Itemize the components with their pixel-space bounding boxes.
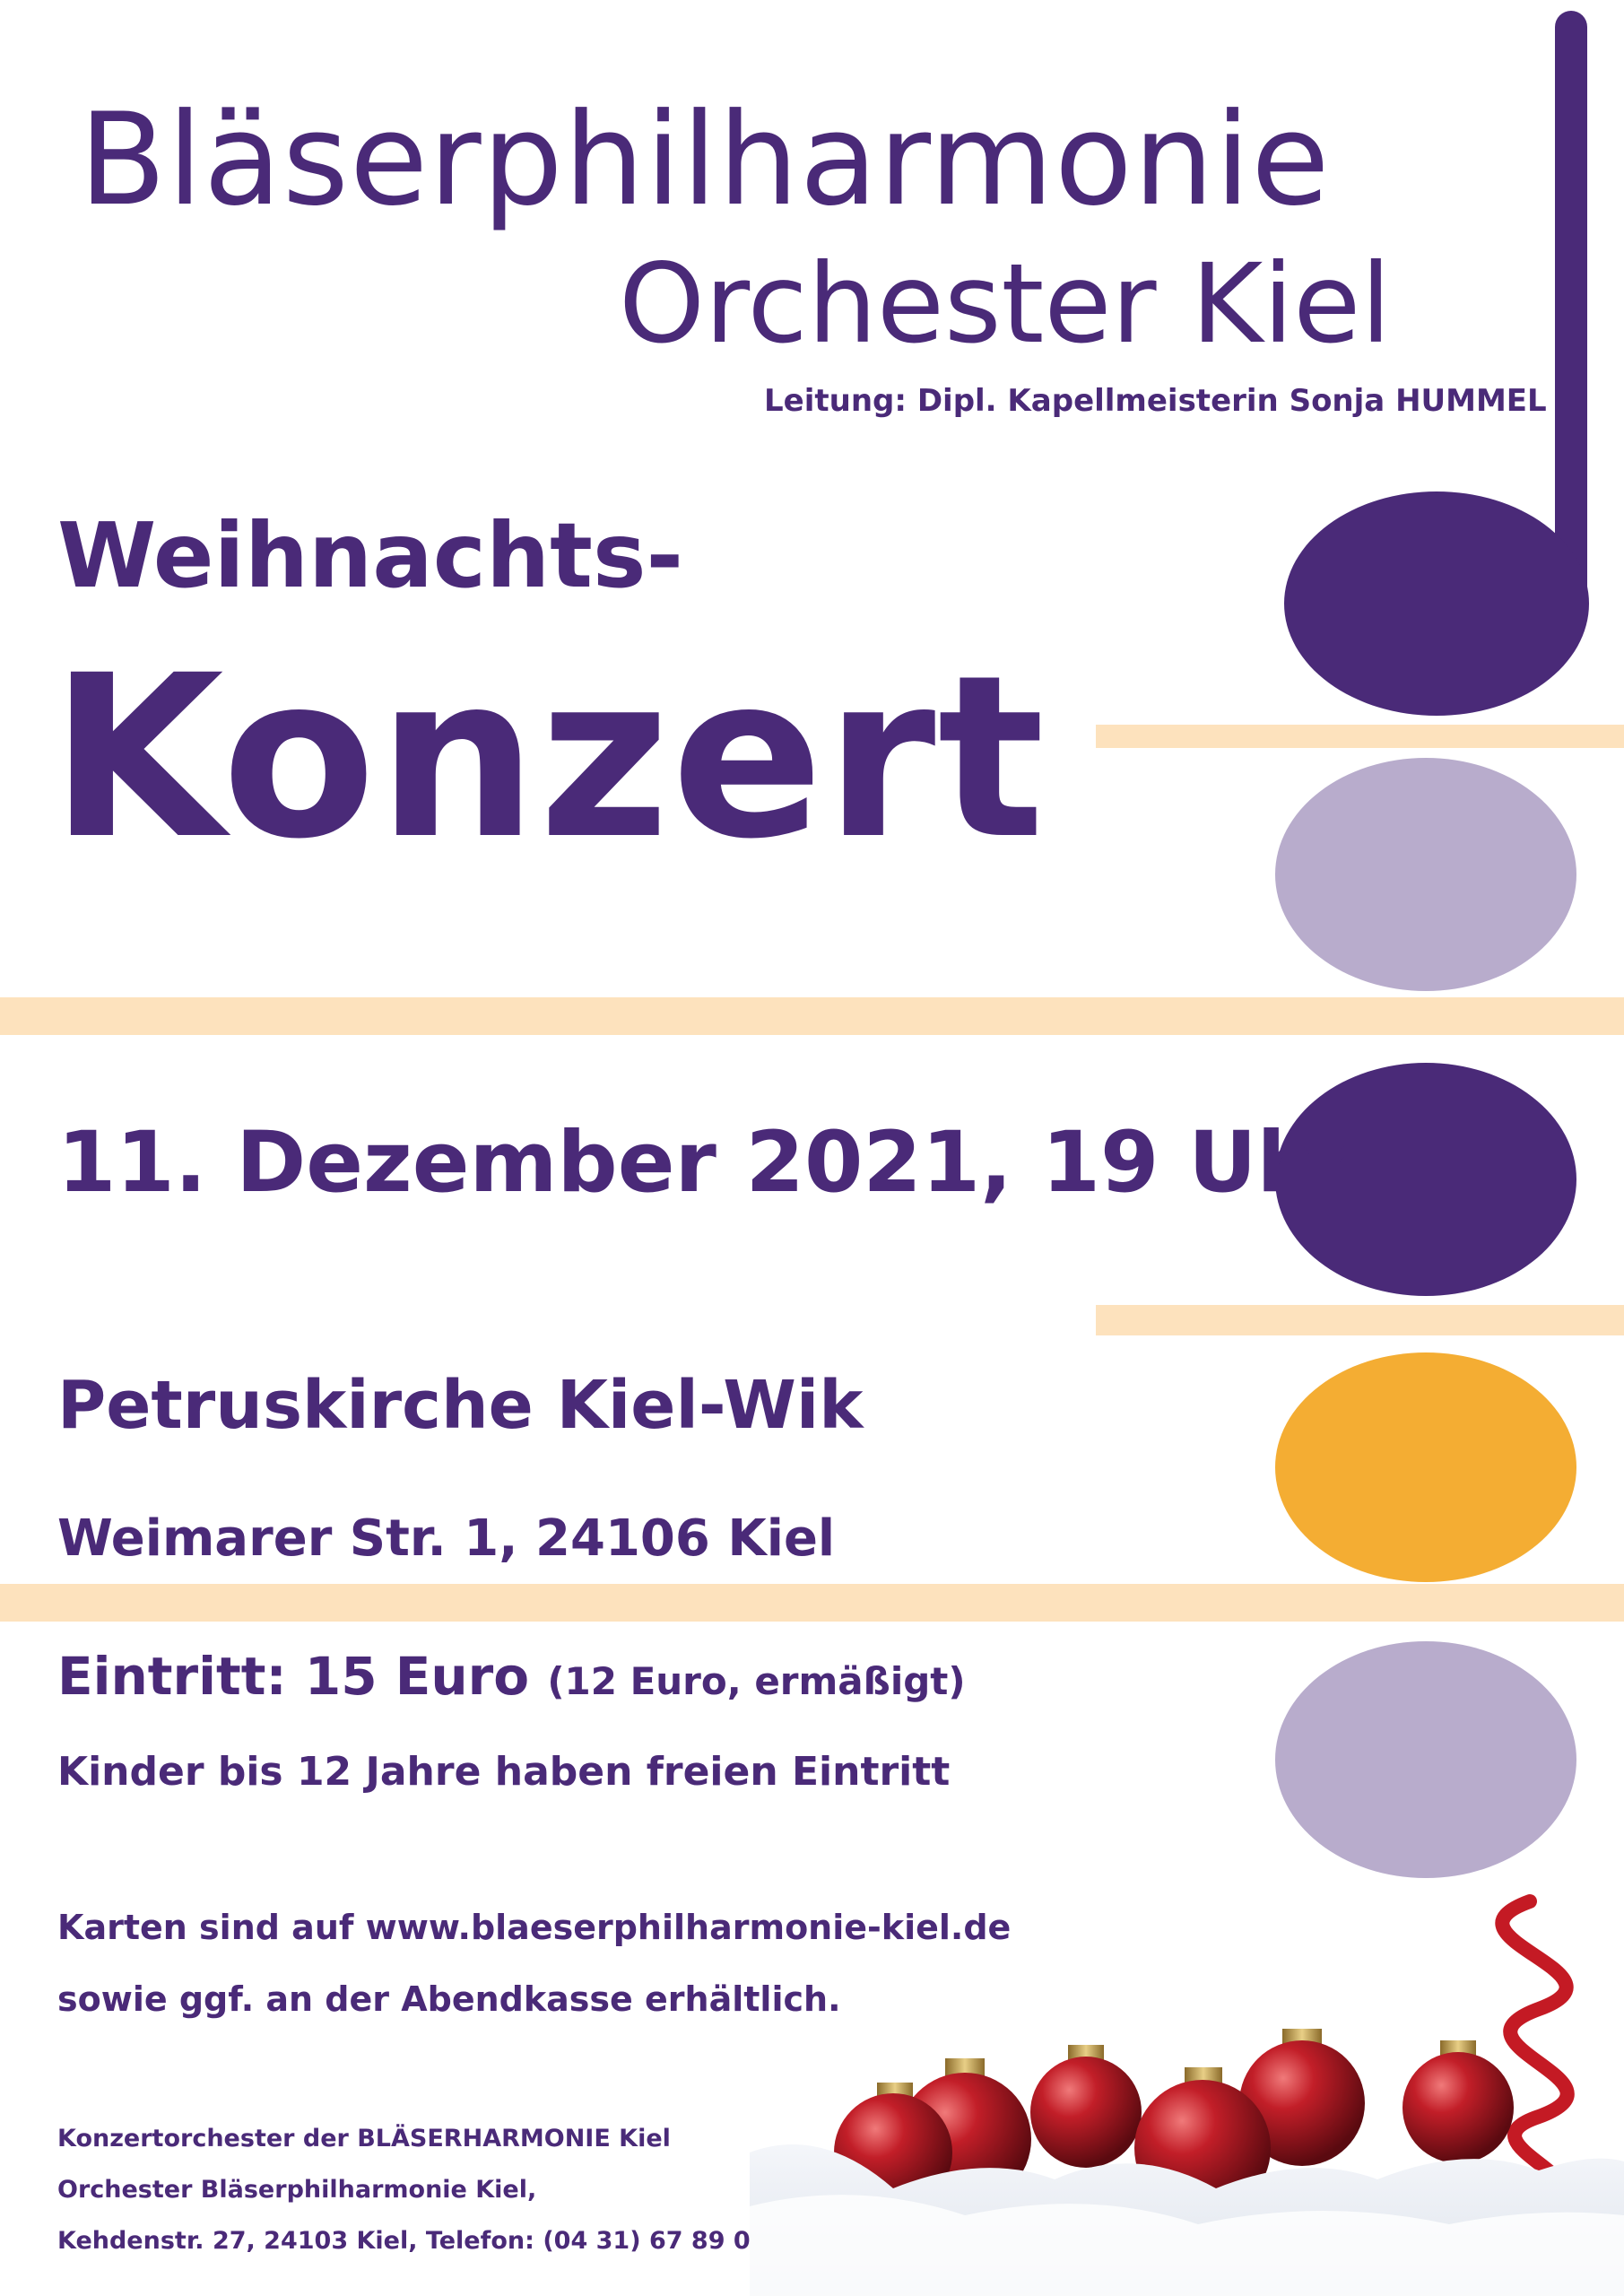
footer-line-1: Konzertorchester der BLÄSERHARMONIE Kiel <box>57 2125 671 2152</box>
ornament-ball-icon <box>1239 2029 1365 2166</box>
tickets-info-line-2: sowie ggf. an der Abendkasse erhältlich. <box>57 1979 841 2019</box>
price-main: Eintritt: 15 Euro <box>57 1646 530 1707</box>
note-head-lavender <box>1275 1641 1576 1878</box>
conductor-line: Leitung: Dipl. Kapellmeisterin Sonja HUM… <box>764 383 1547 419</box>
children-free-note: Kinder bis 12 Jahre haben freien Eintrit… <box>57 1749 951 1795</box>
event-date: 11. Dezember 2021, 19 Uhr <box>57 1114 1359 1212</box>
title-line-2: Konzert <box>50 627 1046 888</box>
title-line-1: Weihnachts- <box>57 503 683 608</box>
note-head-purple <box>1284 491 1589 716</box>
staff-line <box>1096 725 1624 748</box>
event-address: Weimarer Str. 1, 24106 Kiel <box>57 1509 836 1568</box>
footer-line-3: Kehdenstr. 27, 24103 Kiel, Telefon: (04 … <box>57 2227 768 2255</box>
org-name: Bläserphilharmonie <box>79 86 1331 234</box>
note-head-purple <box>1275 1063 1576 1296</box>
org-subtitle: Orchester Kiel <box>619 240 1392 368</box>
note-stem <box>1555 11 1587 612</box>
note-head-lavender <box>1275 758 1576 991</box>
christmas-ornaments-image <box>750 1894 1624 2296</box>
price-line: Eintritt: 15 Euro (12 Euro, ermäßigt) <box>57 1650 966 1702</box>
staff-line <box>0 997 1624 1035</box>
ornament-ball-icon <box>1030 2045 1142 2168</box>
footer-line-2: Orchester Bläserphilharmonie Kiel, <box>57 2176 537 2204</box>
staff-line <box>0 1584 1624 1622</box>
note-head-orange <box>1275 1352 1576 1582</box>
tickets-info-line-1: Karten sind auf www.blaeserphilharmonie-… <box>57 1908 1012 1947</box>
staff-line <box>1096 1305 1624 1335</box>
ornament-ball-icon <box>1403 2040 1514 2163</box>
price-reduced: (12 Euro, ermäßigt) <box>547 1659 966 1703</box>
event-venue: Petruskirche Kiel-Wik <box>57 1367 864 1444</box>
